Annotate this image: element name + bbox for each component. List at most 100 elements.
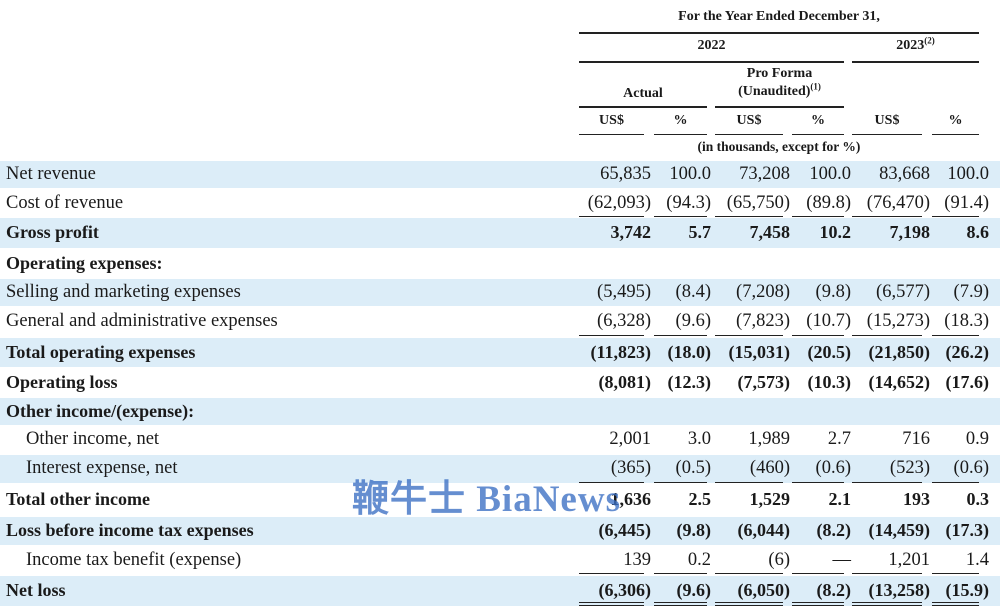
cell-actual-pct: (8.4) xyxy=(675,282,711,302)
subtotal-rule xyxy=(579,482,644,483)
table-row-operating-expenses-heading: Operating expenses: xyxy=(0,250,1000,277)
subtotal-rule xyxy=(579,335,644,336)
row-label: Interest expense, net xyxy=(26,458,178,478)
period-header: For the Year Ended December 31, xyxy=(678,9,880,24)
cell-actual-pct: (9.8) xyxy=(676,520,712,540)
subtotal-rule xyxy=(932,335,979,336)
year-2023-footnote: (2) xyxy=(924,35,935,46)
subtotal-rule xyxy=(654,216,707,217)
subtotal-rule xyxy=(932,216,979,217)
row-label: Gross profit xyxy=(6,222,99,242)
cell-actual-pct: 5.7 xyxy=(688,222,712,242)
cell-actual-usd: (8,081) xyxy=(598,372,652,392)
col-rule-actual-pct xyxy=(654,134,707,135)
cell-proforma-usd: (7,208) xyxy=(736,282,790,302)
cell-proforma-usd: 73,208 xyxy=(739,164,790,184)
cell-proforma-usd: (7,823) xyxy=(736,311,790,331)
cell-usd-2023: (15,273) xyxy=(866,311,930,331)
pro-forma-rule xyxy=(715,106,844,108)
subtotal-rule xyxy=(792,482,844,483)
row-label: Operating expenses: xyxy=(6,253,163,273)
cell-actual-usd: (5,495) xyxy=(597,282,651,302)
table-row-income-tax: Income tax benefit (expense) 139 0.2 (6) — 1,… xyxy=(0,547,1000,574)
cell-actual-usd: (6,445) xyxy=(598,520,652,540)
cell-actual-usd: (11,823) xyxy=(590,342,652,362)
subtotal-rule xyxy=(715,335,783,336)
cell-pct-2023: (0.6) xyxy=(953,458,989,478)
table-row-gross-profit: Gross profit 3,742 5.7 7,458 10.2 7,198 8.6 xyxy=(0,218,1000,248)
table-row-net-loss: Net loss (6,306) (9.6) (6,050) (8.2) (13,258)… xyxy=(0,576,1000,606)
subtotal-rule xyxy=(792,573,844,574)
table-row-total-operating-expenses: Total operating expenses (11,823) (18.0) (1… xyxy=(0,338,1000,367)
cell-actual-usd: (365) xyxy=(610,458,651,478)
total-double-rule xyxy=(715,602,783,606)
cell-usd-2023: (14,652) xyxy=(868,372,931,392)
cell-usd-2023: (14,459) xyxy=(868,520,931,540)
subtotal-rule xyxy=(792,335,844,336)
row-label: Other income/(expense): xyxy=(6,401,195,421)
col-rule-2023-pct xyxy=(932,134,979,135)
cell-usd-2023: 193 xyxy=(903,489,930,509)
year-2022-rule xyxy=(579,61,844,63)
cell-actual-usd: 65,835 xyxy=(600,164,651,184)
subtotal-rule xyxy=(932,573,979,574)
subtotal-rule xyxy=(852,573,922,574)
col-rule-actual-usd xyxy=(579,134,644,135)
subtotal-rule xyxy=(654,482,707,483)
cell-actual-pct: (0.5) xyxy=(675,458,711,478)
year-2022-header: 2022 xyxy=(697,38,726,53)
col-rule-proforma-usd xyxy=(715,134,783,135)
row-label: Total other income xyxy=(6,489,150,509)
subtotal-rule xyxy=(852,335,922,336)
row-label: Other income, net xyxy=(26,429,160,449)
cell-proforma-usd: (6,050) xyxy=(737,580,791,600)
cell-proforma-usd: (15,031) xyxy=(728,342,791,362)
cell-proforma-pct: (89.8) xyxy=(806,193,851,213)
subtotal-rule xyxy=(579,573,644,574)
total-double-rule xyxy=(579,602,644,606)
subtotal-rule xyxy=(852,216,922,217)
cell-usd-2023: (523) xyxy=(889,458,930,478)
row-label: Loss before income tax expenses xyxy=(6,520,254,540)
year-2023-rule xyxy=(852,61,979,63)
cell-proforma-pct: (10.7) xyxy=(806,311,851,331)
cell-proforma-pct: (0.6) xyxy=(815,458,851,478)
col-label-2023-pct: % xyxy=(948,113,963,128)
cell-actual-usd: (6,306) xyxy=(598,580,652,600)
pro-forma-header-line2: (Unaudited)(1) xyxy=(715,82,844,100)
col-label-actual-usd: US$ xyxy=(599,113,624,128)
cell-proforma-pct: (20.5) xyxy=(807,342,852,362)
table-row-cost-of-revenue: Cost of revenue (62,093) (94.3) (65,750) (89… xyxy=(0,190,1000,217)
row-label: Income tax benefit (expense) xyxy=(26,550,242,570)
cell-actual-pct: 2.5 xyxy=(688,489,712,509)
subtotal-rule xyxy=(579,216,644,217)
table-row-interest-expense-net: Interest expense, net (365) (0.5) (460) (0.6… xyxy=(0,455,1000,483)
subtotal-rule xyxy=(932,482,979,483)
subtotal-rule xyxy=(715,216,783,217)
cell-pct-2023: (15.9) xyxy=(945,580,990,600)
cell-pct-2023: 0.9 xyxy=(965,429,989,449)
actual-header: Actual xyxy=(623,86,663,101)
table-row-other-income-heading: Other income/(expense): xyxy=(0,398,1000,425)
total-double-rule xyxy=(932,602,979,606)
cell-actual-usd: 1,636 xyxy=(610,489,652,509)
cell-proforma-pct: (8.2) xyxy=(816,520,852,540)
col-label-actual-pct: % xyxy=(673,113,688,128)
row-label: General and administrative expenses xyxy=(6,311,278,331)
cell-proforma-pct: — xyxy=(832,550,852,570)
year-2023-header: 2023(2) xyxy=(852,35,979,54)
cell-usd-2023: (21,850) xyxy=(868,342,931,362)
cell-proforma-pct: 100.0 xyxy=(809,164,851,184)
cell-actual-pct: (18.0) xyxy=(667,342,712,362)
cell-pct-2023: (17.3) xyxy=(945,520,990,540)
subtotal-rule xyxy=(715,573,783,574)
table-row-other-income-net: Other income, net 2,001 3.0 1,989 2.7 716 0.9 xyxy=(0,426,1000,453)
units-note: (in thousands, except for %) xyxy=(697,139,861,154)
cell-pct-2023: (17.6) xyxy=(945,372,990,392)
table-row-selling-marketing: Selling and marketing expenses (5,495) (8.… xyxy=(0,279,1000,306)
total-double-rule xyxy=(852,602,922,606)
cell-usd-2023: 1,201 xyxy=(888,550,930,570)
row-label: Operating loss xyxy=(6,372,118,392)
cell-proforma-pct: (10.3) xyxy=(807,372,852,392)
cell-proforma-usd: (65,750) xyxy=(726,193,790,213)
